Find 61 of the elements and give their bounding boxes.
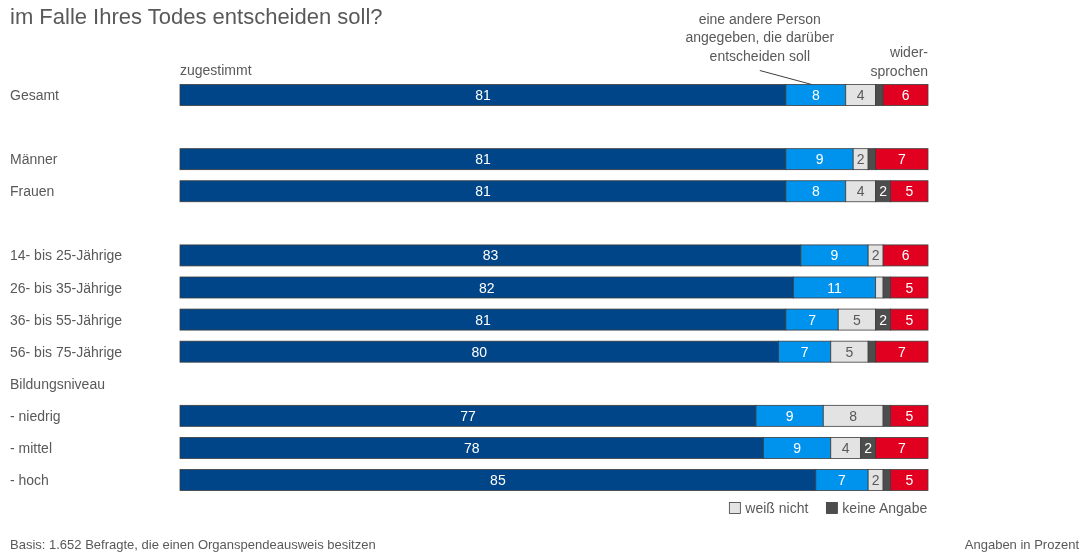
- series-label: zugestimmt: [180, 61, 252, 78]
- data-label: 8: [849, 407, 858, 424]
- data-label: 9: [793, 439, 802, 456]
- text: Basis: 1.652 Befragte, die einen Organspendeausweis besitzen: [10, 537, 376, 552]
- data-label: 83: [482, 247, 499, 264]
- data-label: 7: [897, 151, 906, 168]
- data-label: 2: [871, 247, 880, 264]
- data-label: 8: [811, 183, 820, 200]
- data-label: 5: [905, 279, 914, 296]
- series-label: wider- sprochen: [870, 44, 929, 79]
- data-label: 7: [800, 343, 809, 360]
- y-tick-label: 36- bis 55-Jährige: [10, 311, 123, 328]
- data-label: 77: [460, 407, 476, 424]
- data-label: 9: [815, 151, 824, 168]
- data-label: 5: [905, 407, 914, 424]
- data-label: 81: [475, 183, 491, 200]
- data-label: 5: [853, 311, 862, 328]
- data-label: 2: [864, 439, 873, 456]
- data-label: 2: [871, 472, 880, 488]
- data-label: 4: [856, 183, 865, 200]
- y-tick-label: Männer: [10, 151, 58, 168]
- text: Angaben in Prozent: [964, 537, 1080, 552]
- data-label: 81: [475, 87, 491, 103]
- data-label: 5: [845, 343, 854, 360]
- data-label: 82: [478, 279, 495, 296]
- data-label: 5: [905, 183, 914, 200]
- data-label: 2: [879, 183, 888, 200]
- y-tick-label: Bildungsniveau: [10, 375, 105, 392]
- data-label: 6: [901, 87, 910, 103]
- y-tick-label: Frauen: [10, 183, 55, 200]
- data-label: 5: [905, 311, 914, 328]
- data-label: 7: [838, 472, 847, 488]
- data-label: 2: [879, 311, 888, 328]
- data-label: 81: [475, 311, 491, 328]
- y-tick-label: 56- bis 75-Jährige: [10, 343, 123, 360]
- chart-title: im Falle Ihres Todes entscheiden soll?: [10, 4, 383, 29]
- legend-label: weiß nicht: [744, 500, 809, 516]
- data-label: 85: [490, 472, 506, 488]
- data-label: 7: [808, 311, 817, 328]
- data-label: 81: [475, 151, 491, 168]
- data-label: 7: [897, 439, 906, 456]
- data-label: 80: [471, 343, 488, 360]
- data-label: 9: [830, 247, 839, 264]
- y-tick-label: Gesamt: [10, 87, 60, 103]
- data-label: 78: [463, 439, 480, 456]
- y-tick-label: - mittel: [10, 439, 52, 456]
- legend-label: keine Angabe: [842, 500, 928, 516]
- data-label: 7: [897, 343, 906, 360]
- data-label: 6: [901, 247, 910, 264]
- data-label: 9: [785, 407, 794, 424]
- data-label: 8: [811, 87, 820, 103]
- y-tick-label: 26- bis 35-Jährige: [10, 279, 123, 296]
- data-label: 4: [856, 87, 865, 103]
- data-label: 11: [827, 279, 842, 296]
- data-label: 2: [856, 151, 865, 168]
- y-tick-label: - niedrig: [10, 407, 61, 424]
- y-tick-label: 14- bis 25-Jährige: [10, 247, 123, 264]
- data-label: 4: [841, 439, 850, 456]
- y-tick-label: - hoch: [10, 472, 49, 488]
- data-label: 5: [905, 472, 914, 488]
- series-label: eine andere Person angegeben, die darüber entscheiden soll: [685, 10, 835, 64]
